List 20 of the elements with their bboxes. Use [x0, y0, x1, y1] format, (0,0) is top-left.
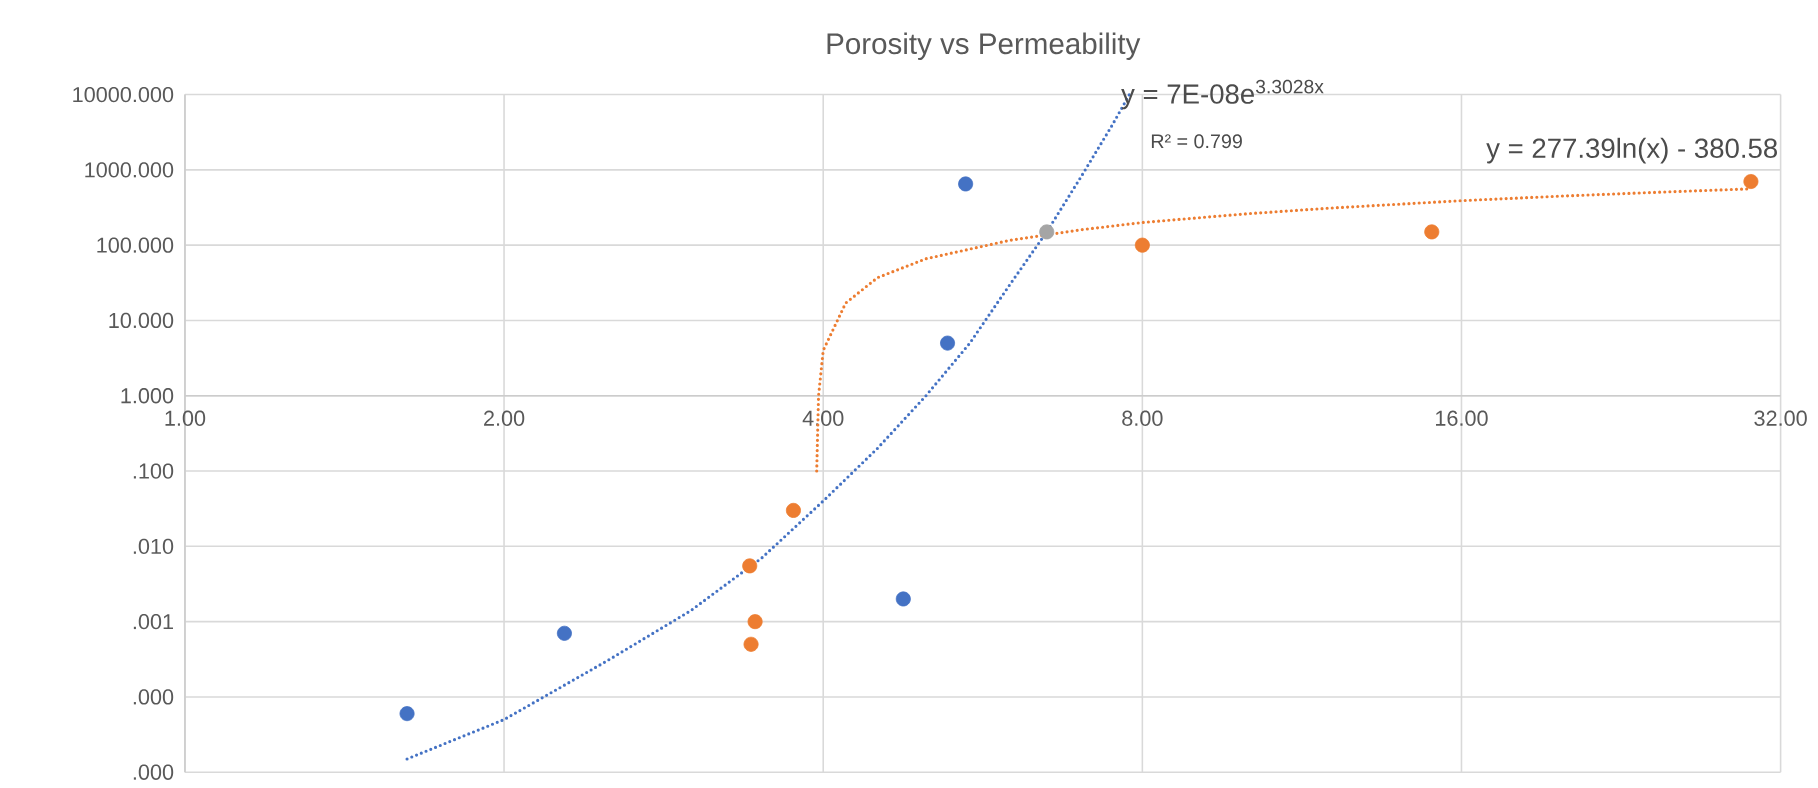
annotation: y = 277.39ln(x) - 380.58 — [1486, 137, 1777, 164]
annotation: y = 7E-08e$^{3.3028x}$ — [1121, 79, 1324, 110]
x-tick-label: 8.00 — [1122, 410, 1163, 426]
y-tick-label: 100.000 — [97, 237, 174, 253]
x-tick-label: 32.00 — [1754, 410, 1807, 426]
x-tick-label: 4.00 — [802, 410, 844, 426]
x-tick-label: 1.00 — [165, 410, 206, 426]
y-tick-label: 1000.000 — [85, 162, 174, 178]
annotation: R² = 0.799 — [1151, 134, 1242, 149]
chart-title: Porosity vs Permeability — [827, 32, 1141, 61]
y-tick-label: .000 — [133, 689, 174, 705]
y-tick-label: .010 — [133, 538, 174, 555]
y-tick-label: 1.000 — [121, 388, 174, 404]
y-tick-label: .000 — [133, 764, 174, 780]
y-tick-label: .100 — [133, 463, 174, 479]
x-tick-label: 2.00 — [484, 410, 525, 426]
y-tick-label: 10.000 — [109, 312, 174, 329]
x-tick-label: 16.00 — [1436, 410, 1488, 426]
y-tick-label: 10000.000 — [73, 86, 174, 103]
y-tick-label: .001 — [133, 613, 173, 630]
